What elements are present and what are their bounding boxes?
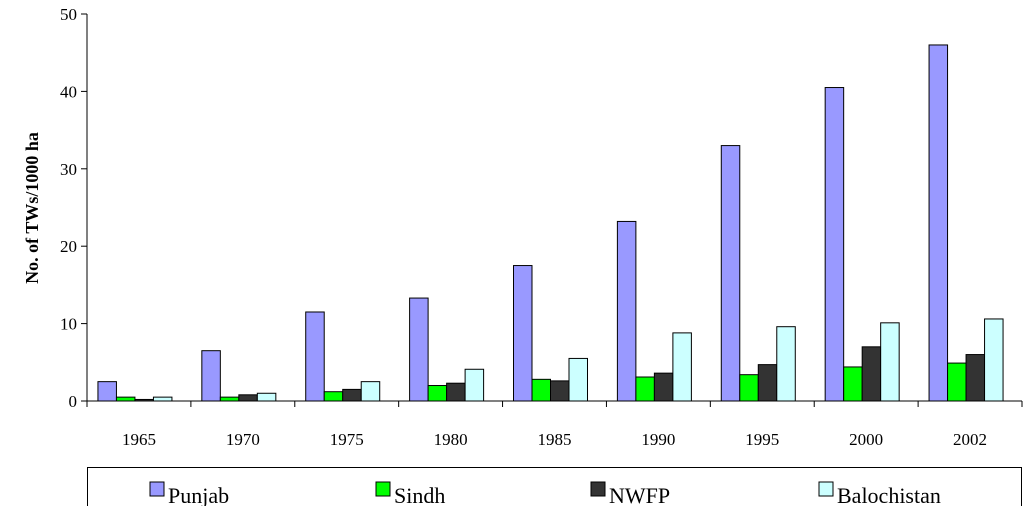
bar-sindh-2002 (947, 362, 967, 402)
bar-punjab-1975 (305, 311, 325, 402)
bar-nwfp-1975 (342, 388, 362, 402)
bar-sindh-1965 (115, 396, 136, 402)
bar-punjab-2000 (824, 87, 845, 402)
bar-nwfp-1985 (550, 380, 570, 402)
x-tick-label: 1990 (641, 430, 675, 449)
bar-punjab-1970 (201, 350, 221, 402)
bar-sindh-1990 (635, 376, 655, 402)
bar-balochistan-1995 (776, 326, 796, 402)
legend-swatch-punjab (149, 481, 165, 497)
bar-punjab-1990 (616, 220, 637, 402)
bar-punjab-1995 (720, 145, 741, 402)
bar-balochistan-2002 (984, 318, 1004, 402)
bar-balochistan-1970 (256, 392, 277, 402)
bar-sindh-1980 (427, 385, 448, 402)
bar-sindh-1975 (323, 391, 344, 402)
bar-balochistan-1965 (152, 396, 173, 402)
bar-balochistan-1980 (464, 368, 485, 402)
x-tick-label: 1965 (122, 430, 156, 449)
legend-label-punjab: Punjab (168, 483, 229, 506)
legend-swatch-sindh (375, 481, 391, 497)
y-tick-label: 20 (60, 237, 77, 256)
bar-balochistan-1990 (672, 332, 692, 402)
x-tick-label: 2000 (849, 430, 883, 449)
y-tick-label: 10 (60, 315, 77, 334)
bar-nwfp-1995 (757, 364, 778, 402)
bar-sindh-2000 (843, 366, 863, 402)
legend-label-balochistan: Balochistan (837, 483, 941, 506)
x-tick-label: 1995 (745, 430, 779, 449)
y-axis-title: No. of TWs/1000 ha (22, 132, 42, 284)
bars-layer (97, 44, 1004, 402)
bar-balochistan-1985 (568, 357, 588, 402)
bar-nwfp-1990 (653, 372, 674, 402)
y-tick-label: 30 (60, 160, 77, 179)
bar-nwfp-2002 (965, 354, 986, 402)
x-axis: 1965 1970 1975 1980 1985 1990 1995 2000 2002 (86, 400, 1023, 449)
y-tick-label: 50 (60, 5, 77, 24)
y-axis: 0 10 20 30 40 50 (60, 5, 88, 411)
x-tick-label: 1980 (434, 430, 468, 449)
legend: Punjab Sindh NWFP Balochistan (87, 467, 1022, 506)
y-tick-label: 0 (69, 392, 78, 411)
legend-label-sindh: Sindh (394, 483, 445, 506)
legend-swatch-nwfp (590, 481, 606, 497)
legend-box (87, 467, 1022, 506)
x-tick-label: 1970 (226, 430, 260, 449)
legend-label-nwfp: NWFP (609, 483, 670, 506)
bar-balochistan-2000 (880, 322, 900, 402)
bar-nwfp-1970 (238, 394, 258, 402)
bar-sindh-1985 (531, 378, 551, 402)
bar-punjab-1965 (97, 381, 117, 402)
bar-nwfp-2000 (861, 346, 882, 402)
bar-punjab-1985 (513, 265, 533, 402)
bar-nwfp-1980 (446, 382, 466, 402)
y-tick-label: 40 (60, 82, 77, 101)
bar-punjab-1980 (409, 297, 429, 402)
x-tick-label: 1985 (538, 430, 572, 449)
legend-swatch-balochistan (818, 481, 834, 497)
x-tick-label: 2002 (953, 430, 987, 449)
bar-sindh-1995 (739, 374, 759, 402)
x-tick-label: 1975 (330, 430, 364, 449)
bar-sindh-1970 (219, 396, 240, 402)
bar-punjab-2002 (928, 44, 949, 402)
bar-balochistan-1975 (360, 381, 381, 402)
